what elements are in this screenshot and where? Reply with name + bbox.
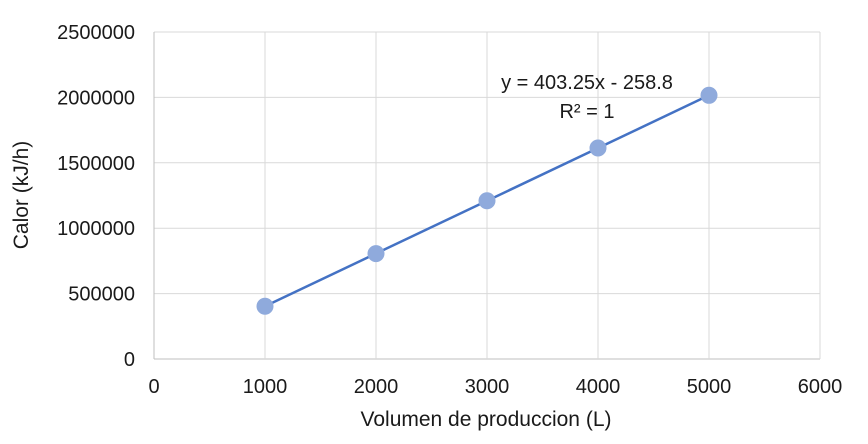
y-tick-label: 500000 (68, 284, 135, 306)
x-tick-label: 6000 (798, 376, 843, 398)
y-tick-label: 1000000 (57, 218, 135, 240)
r-squared-label: R² = 1 (559, 101, 614, 123)
x-tick-label: 4000 (576, 376, 621, 398)
y-tick-label: 1500000 (57, 153, 135, 175)
data-point (256, 297, 274, 315)
x-axis-title: Volumen de produccion (L) (361, 408, 612, 431)
y-tick-label: 2500000 (57, 22, 135, 44)
data-points (256, 86, 718, 315)
x-tick-label: 3000 (465, 376, 510, 398)
x-tick-label: 0 (148, 376, 159, 398)
data-point (367, 245, 385, 263)
x-tick-label: 5000 (687, 376, 732, 398)
y-tick-label: 0 (124, 349, 135, 371)
y-axis-tick-labels: 0 500000 1000000 1500000 2000000 2500000 (57, 22, 135, 371)
x-tick-label: 2000 (354, 376, 399, 398)
data-point (478, 192, 496, 210)
x-tick-label: 1000 (243, 376, 288, 398)
y-tick-label: 2000000 (57, 87, 135, 109)
data-point (589, 139, 607, 157)
trendline-equation: y = 403.25x - 258.8 (501, 72, 673, 94)
data-point (700, 86, 718, 104)
x-axis-tick-labels: 0 1000 2000 3000 4000 5000 6000 (148, 376, 842, 398)
y-axis-title: Calor (kJ/h) (10, 141, 33, 250)
gridlines (153, 31, 821, 360)
